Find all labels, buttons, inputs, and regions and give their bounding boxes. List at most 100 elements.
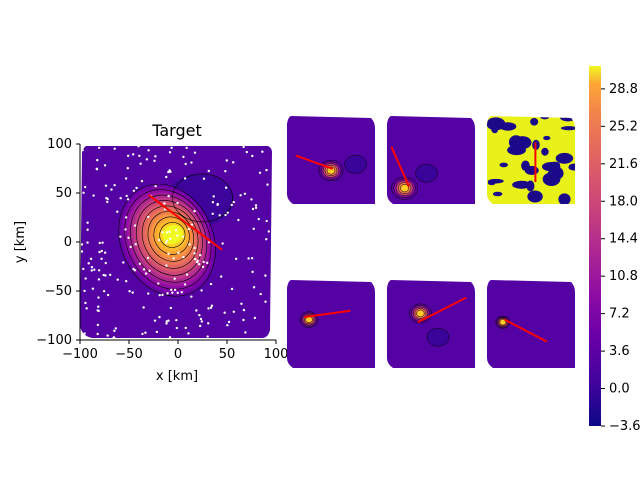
patch — [527, 190, 543, 203]
station-dot — [82, 267, 85, 271]
station-dot — [210, 304, 214, 307]
colorbar-tick-label: 3.6 — [609, 344, 630, 359]
station-dot — [97, 305, 100, 308]
colorbar-tick-label: 28.8 — [609, 82, 638, 97]
colorbar-tick-label: −3.6 — [609, 419, 640, 434]
station-dot — [153, 319, 157, 322]
station-dot — [176, 201, 179, 205]
station-dot — [242, 308, 246, 312]
station-dot — [232, 200, 235, 204]
thumbnail-panel — [387, 280, 475, 368]
station-dot — [110, 188, 113, 191]
station-dot — [202, 260, 205, 264]
thumbnail-grid — [287, 116, 575, 368]
contour-line — [299, 311, 319, 328]
contour-line — [159, 222, 186, 248]
station-dot — [154, 155, 157, 158]
station-dot — [131, 291, 134, 294]
station-dot — [242, 146, 245, 149]
station-dot — [106, 293, 110, 297]
station-dot — [252, 227, 255, 231]
contour-line — [303, 315, 315, 325]
station-dot — [193, 252, 196, 255]
contour-line — [397, 182, 412, 195]
contour-line — [416, 309, 425, 318]
station-dot — [113, 147, 116, 150]
station-dot — [165, 322, 168, 325]
station-dot — [154, 184, 157, 188]
fault-line — [417, 296, 467, 324]
station-dot — [80, 250, 84, 253]
patch — [512, 180, 532, 189]
station-dot — [142, 306, 145, 309]
station-dot — [223, 311, 226, 314]
y-tick-label: 0 — [64, 235, 72, 250]
station-dot — [109, 273, 112, 277]
station-dot — [153, 159, 156, 163]
station-dot — [161, 293, 164, 297]
station-dot — [104, 274, 107, 277]
station-dot — [124, 177, 128, 180]
station-dot — [132, 189, 136, 192]
station-dot — [200, 320, 204, 323]
station-dot — [198, 253, 202, 257]
station-dot — [243, 192, 247, 195]
station-dot — [250, 256, 254, 260]
station-dot — [157, 238, 161, 242]
station-dot — [193, 209, 196, 213]
contour-line — [135, 200, 203, 276]
station-dot — [240, 302, 243, 305]
patch — [549, 161, 560, 168]
contour-line — [141, 205, 199, 269]
patch — [499, 122, 517, 131]
patch — [513, 142, 524, 152]
station-dot — [264, 274, 267, 277]
station-dot — [148, 269, 151, 273]
secondary-anomaly — [344, 155, 367, 174]
station-dot — [146, 256, 150, 260]
station-dot — [124, 216, 128, 219]
patch — [555, 152, 574, 164]
station-dot — [182, 235, 185, 238]
station-dot — [244, 331, 247, 334]
secondary-anomaly — [426, 327, 450, 347]
contour-line — [301, 312, 317, 327]
station-dot — [106, 200, 109, 204]
station-dot — [96, 158, 99, 162]
station-dot — [164, 241, 168, 245]
contour-line — [409, 303, 432, 324]
station-dot — [145, 158, 149, 161]
contour-line — [118, 183, 216, 297]
station-dot — [226, 324, 229, 327]
station-dot — [193, 246, 197, 250]
station-dot — [97, 269, 101, 272]
station-dot — [261, 150, 264, 153]
patch — [541, 147, 549, 156]
station-dot — [124, 279, 128, 283]
y-tick-label: 50 — [55, 186, 72, 201]
station-dot — [170, 288, 173, 291]
station-dot — [219, 275, 223, 278]
station-dot — [239, 194, 242, 197]
station-dot — [169, 306, 173, 310]
contour-line — [302, 313, 316, 326]
colorbar-tick-label: 25.2 — [609, 119, 638, 134]
station-dot — [91, 287, 95, 290]
station-dot — [182, 155, 185, 159]
thumbnail-level — [500, 319, 506, 325]
station-dot — [206, 335, 209, 338]
contour-line — [172, 173, 233, 223]
y-tick-label: −100 — [36, 333, 72, 348]
y-tick-label: 100 — [47, 137, 72, 152]
station-dot — [265, 168, 268, 172]
station-dot — [104, 261, 107, 265]
contour-line — [395, 180, 414, 196]
patch — [542, 172, 561, 186]
station-dot — [211, 212, 214, 215]
station-dot — [116, 278, 119, 281]
x-tick-label: 100 — [264, 347, 289, 362]
station-dot — [97, 146, 101, 149]
station-dot — [250, 198, 253, 201]
y-tick-label: −50 — [45, 284, 72, 299]
station-dot — [257, 217, 260, 221]
